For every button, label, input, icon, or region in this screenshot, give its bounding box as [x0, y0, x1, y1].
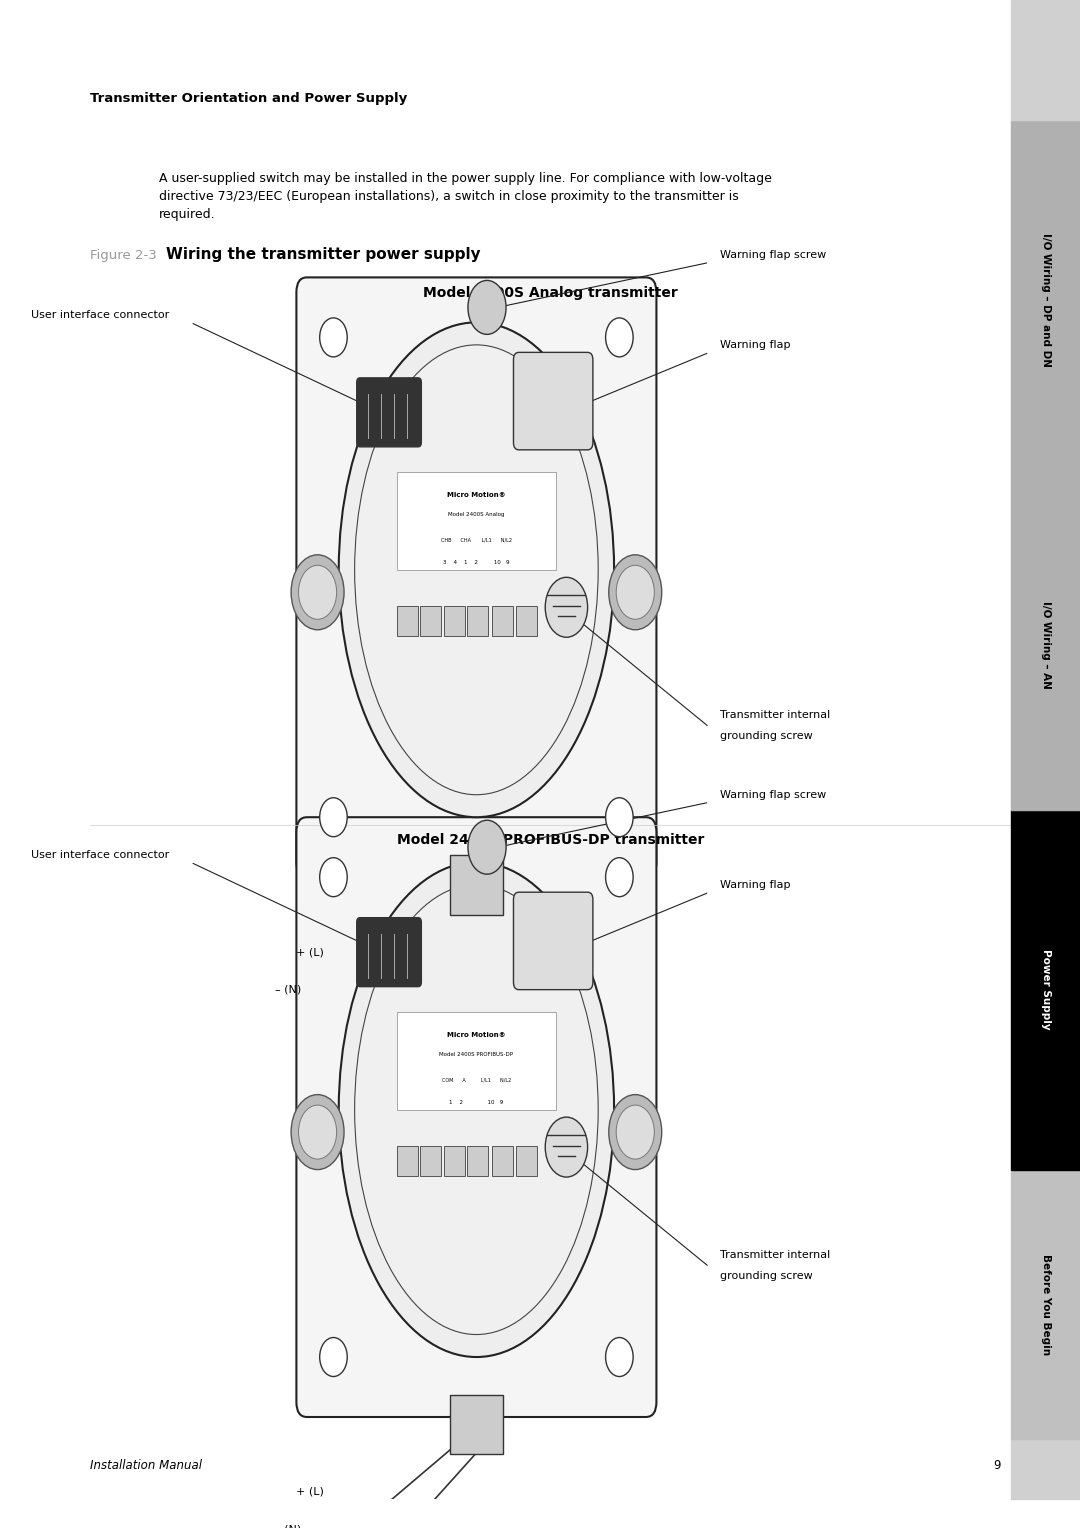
Ellipse shape [339, 862, 615, 1357]
Circle shape [606, 857, 633, 897]
Bar [1011, 810, 1080, 1169]
FancyBboxPatch shape [515, 605, 537, 636]
FancyBboxPatch shape [467, 1146, 488, 1175]
Text: Power Supply: Power Supply [1041, 949, 1051, 1030]
Text: Model 2400S Analog: Model 2400S Analog [448, 512, 504, 516]
Text: A user-supplied switch may be installed in the power supply line. For compliance: A user-supplied switch may be installed … [159, 173, 771, 222]
Text: Model 2400S PROFIBUS-DP transmitter: Model 2400S PROFIBUS-DP transmitter [396, 833, 704, 847]
Text: Transmitter internal: Transmitter internal [720, 1250, 831, 1259]
Circle shape [298, 565, 337, 619]
Text: I/O Wiring – AN: I/O Wiring – AN [1041, 601, 1051, 689]
Text: Warning flap: Warning flap [720, 339, 791, 350]
Text: Installation Manual: Installation Manual [90, 1459, 202, 1473]
Text: 1    2              10   9: 1 2 10 9 [449, 1100, 503, 1105]
Text: User interface connector: User interface connector [31, 850, 170, 860]
Circle shape [606, 798, 633, 837]
Ellipse shape [339, 322, 615, 817]
Text: Warning flap screw: Warning flap screw [720, 251, 826, 260]
Circle shape [609, 555, 662, 630]
Bar [1011, 0, 1080, 121]
Text: + (L): + (L) [296, 1487, 324, 1497]
Text: – (N): – (N) [275, 984, 301, 995]
FancyBboxPatch shape [356, 918, 421, 987]
Text: CHB      CHA       L/L1      N/L2: CHB CHA L/L1 N/L2 [441, 538, 512, 542]
Text: Micro Motion®: Micro Motion® [447, 492, 505, 498]
Circle shape [320, 318, 348, 358]
Text: – (N): – (N) [275, 1525, 301, 1528]
Circle shape [606, 1337, 633, 1377]
Bar [1011, 121, 1080, 480]
Bar [1011, 480, 1080, 810]
Text: Model 2400S PROFIBUS-DP: Model 2400S PROFIBUS-DP [440, 1051, 513, 1057]
Text: I/O Wiring – DP and DN: I/O Wiring – DP and DN [1041, 232, 1051, 367]
Text: COM      A          L/L1      N/L2: COM A L/L1 N/L2 [442, 1077, 511, 1082]
Circle shape [606, 318, 633, 358]
Circle shape [617, 565, 654, 619]
Circle shape [292, 1094, 345, 1169]
FancyBboxPatch shape [513, 353, 593, 449]
FancyBboxPatch shape [397, 605, 418, 636]
Text: grounding screw: grounding screw [720, 1259, 813, 1280]
Circle shape [617, 1105, 654, 1160]
FancyBboxPatch shape [397, 1146, 418, 1175]
Circle shape [468, 281, 507, 335]
Text: Wiring the transmitter power supply: Wiring the transmitter power supply [166, 248, 481, 263]
Text: User interface connector: User interface connector [31, 310, 170, 319]
FancyBboxPatch shape [467, 605, 488, 636]
FancyBboxPatch shape [420, 605, 442, 636]
Bar [450, 854, 503, 915]
Bar [1011, 1439, 1080, 1499]
FancyBboxPatch shape [296, 278, 657, 877]
FancyBboxPatch shape [515, 1146, 537, 1175]
FancyBboxPatch shape [397, 1012, 556, 1109]
Text: Figure 2-3: Figure 2-3 [90, 249, 174, 263]
Circle shape [292, 555, 345, 630]
FancyBboxPatch shape [513, 892, 593, 990]
FancyBboxPatch shape [444, 605, 464, 636]
Circle shape [320, 798, 348, 837]
Text: Micro Motion®: Micro Motion® [447, 1031, 505, 1038]
FancyBboxPatch shape [444, 1146, 464, 1175]
FancyBboxPatch shape [492, 1146, 513, 1175]
Bar [450, 1395, 503, 1455]
Circle shape [468, 821, 507, 874]
FancyBboxPatch shape [397, 472, 556, 570]
Text: 9: 9 [994, 1459, 1000, 1473]
Circle shape [609, 1094, 662, 1169]
Circle shape [298, 1105, 337, 1160]
Ellipse shape [354, 345, 598, 795]
Text: Model 2400S Analog transmitter: Model 2400S Analog transmitter [423, 286, 678, 299]
Bar [1011, 1169, 1080, 1439]
Circle shape [320, 1337, 348, 1377]
Text: Before You Begin: Before You Begin [1041, 1254, 1051, 1355]
FancyBboxPatch shape [492, 605, 513, 636]
Text: 3    4    1    2         10   9: 3 4 1 2 10 9 [443, 559, 510, 565]
Text: Transmitter Orientation and Power Supply: Transmitter Orientation and Power Supply [90, 92, 407, 105]
FancyBboxPatch shape [296, 817, 657, 1416]
Text: Warning flap screw: Warning flap screw [720, 790, 826, 799]
Circle shape [545, 1117, 588, 1177]
Text: Transmitter internal: Transmitter internal [720, 709, 831, 720]
FancyBboxPatch shape [420, 1146, 442, 1175]
Text: Warning flap: Warning flap [720, 880, 791, 889]
FancyBboxPatch shape [356, 377, 421, 446]
Text: grounding screw: grounding screw [720, 720, 813, 741]
Ellipse shape [354, 885, 598, 1334]
Text: + (L): + (L) [296, 947, 324, 957]
Circle shape [545, 578, 588, 637]
Circle shape [320, 857, 348, 897]
